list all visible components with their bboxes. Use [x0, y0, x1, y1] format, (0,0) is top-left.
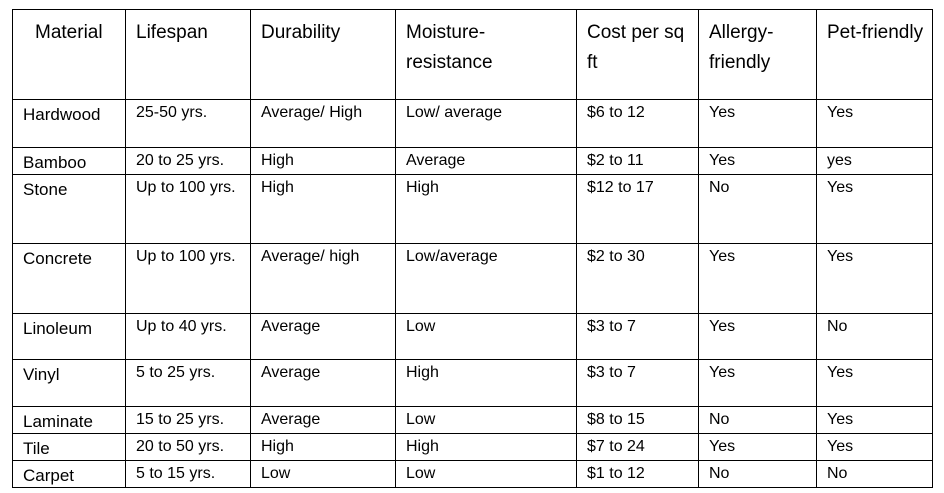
cell-durability: Average [250, 406, 396, 434]
cell-pet: Yes [816, 406, 933, 434]
header-moisture-resistance: Moisture-resistance [395, 9, 577, 100]
cell-allergy: Yes [698, 99, 817, 148]
cell-lifespan: 25-50 yrs. [125, 99, 251, 148]
table-row: Stone Up to 100 yrs. High High $12 to 17… [12, 174, 933, 244]
cell-moisture: High [395, 174, 577, 244]
cell-pet: Yes [816, 433, 933, 461]
header-material: Material [12, 9, 126, 100]
table-header-row: Material Lifespan Durability Moisture-re… [12, 9, 933, 100]
cell-allergy: No [698, 460, 817, 488]
cell-moisture: Low/ average [395, 99, 577, 148]
cell-moisture: High [395, 359, 577, 407]
cell-cost: $2 to 11 [576, 147, 699, 175]
cell-material: Concrete [12, 243, 126, 314]
cell-cost: $12 to 17 [576, 174, 699, 244]
cell-lifespan: 20 to 50 yrs. [125, 433, 251, 461]
cell-moisture: Low [395, 313, 577, 360]
cell-material: Hardwood [12, 99, 126, 148]
cell-cost: $2 to 30 [576, 243, 699, 314]
header-cost: Cost per sq ft [576, 9, 699, 100]
cell-durability: Average [250, 359, 396, 407]
cell-durability: High [250, 147, 396, 175]
cell-pet: No [816, 313, 933, 360]
cell-durability: Average/ High [250, 99, 396, 148]
cell-lifespan: Up to 100 yrs. [125, 243, 251, 314]
cell-cost: $3 to 7 [576, 313, 699, 360]
cell-allergy: Yes [698, 243, 817, 314]
table-row: Carpet 5 to 15 yrs. Low Low $1 to 12 No … [12, 460, 933, 488]
cell-lifespan: 20 to 25 yrs. [125, 147, 251, 175]
cell-cost: $1 to 12 [576, 460, 699, 488]
cell-cost: $6 to 12 [576, 99, 699, 148]
cell-moisture: Low [395, 406, 577, 434]
cell-allergy: No [698, 174, 817, 244]
cell-cost: $7 to 24 [576, 433, 699, 461]
cell-material: Laminate [12, 406, 126, 434]
cell-material: Tile [12, 433, 126, 461]
header-pet-friendly: Pet-friendly [816, 9, 933, 100]
cell-lifespan: 5 to 15 yrs. [125, 460, 251, 488]
header-lifespan: Lifespan [125, 9, 251, 100]
cell-material: Vinyl [12, 359, 126, 407]
table-row: Bamboo 20 to 25 yrs. High Average $2 to … [12, 147, 933, 175]
cell-moisture: Average [395, 147, 577, 175]
cell-material: Stone [12, 174, 126, 244]
cell-cost: $8 to 15 [576, 406, 699, 434]
table-row: Linoleum Up to 40 yrs. Average Low $3 to… [12, 313, 933, 360]
cell-allergy: Yes [698, 359, 817, 407]
cell-allergy: Yes [698, 433, 817, 461]
cell-durability: High [250, 433, 396, 461]
cell-allergy: No [698, 406, 817, 434]
table-row: Concrete Up to 100 yrs. Average/ high Lo… [12, 243, 933, 314]
cell-material: Carpet [12, 460, 126, 488]
cell-lifespan: 5 to 25 yrs. [125, 359, 251, 407]
cell-moisture: Low [395, 460, 577, 488]
cell-moisture: High [395, 433, 577, 461]
cell-pet: No [816, 460, 933, 488]
cell-material: Bamboo [12, 147, 126, 175]
cell-durability: Average/ high [250, 243, 396, 314]
header-durability: Durability [250, 9, 396, 100]
cell-lifespan: Up to 100 yrs. [125, 174, 251, 244]
header-allergy-friendly: Allergy-friendly [698, 9, 817, 100]
cell-pet: Yes [816, 99, 933, 148]
cell-pet: Yes [816, 359, 933, 407]
table-row: Vinyl 5 to 25 yrs. Average High $3 to 7 … [12, 359, 933, 407]
cell-allergy: Yes [698, 313, 817, 360]
cell-moisture: Low/average [395, 243, 577, 314]
cell-pet: yes [816, 147, 933, 175]
cell-pet: Yes [816, 174, 933, 244]
cell-lifespan: 15 to 25 yrs. [125, 406, 251, 434]
cell-durability: Low [250, 460, 396, 488]
cell-pet: Yes [816, 243, 933, 314]
cell-cost: $3 to 7 [576, 359, 699, 407]
cell-lifespan: Up to 40 yrs. [125, 313, 251, 360]
cell-durability: High [250, 174, 396, 244]
cell-allergy: Yes [698, 147, 817, 175]
cell-material: Linoleum [12, 313, 126, 360]
table-row: Tile 20 to 50 yrs. High High $7 to 24 Ye… [12, 433, 933, 461]
table-row: Hardwood 25-50 yrs. Average/ High Low/ a… [12, 99, 933, 148]
cell-durability: Average [250, 313, 396, 360]
flooring-comparison-table: Material Lifespan Durability Moisture-re… [12, 9, 933, 488]
table-row: Laminate 15 to 25 yrs. Average Low $8 to… [12, 406, 933, 434]
